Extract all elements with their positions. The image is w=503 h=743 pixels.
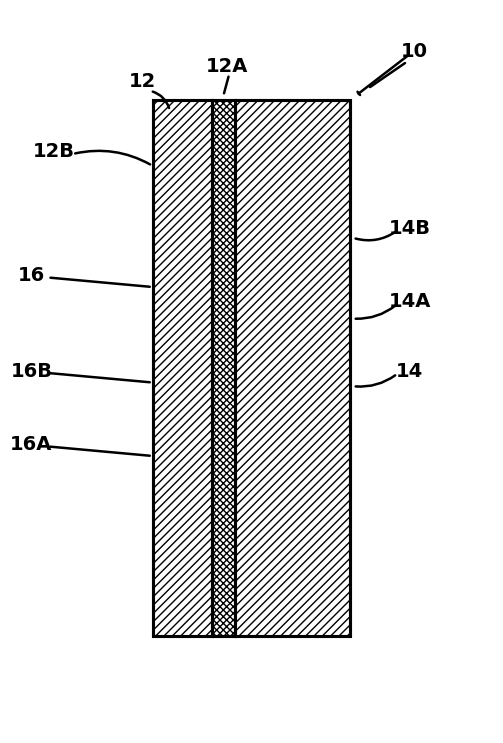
Bar: [152, 100, 212, 636]
Text: 14: 14: [396, 362, 424, 381]
Text: 10: 10: [401, 42, 428, 62]
Text: 16B: 16B: [11, 362, 52, 381]
Text: 12A: 12A: [206, 57, 248, 76]
Bar: [152, 100, 351, 636]
Text: 12B: 12B: [33, 142, 74, 160]
Text: 12: 12: [129, 72, 156, 91]
Bar: [212, 100, 235, 636]
Text: 14B: 14B: [389, 218, 431, 238]
Text: 14A: 14A: [389, 292, 431, 311]
Text: 16: 16: [18, 267, 45, 285]
Bar: [235, 100, 351, 636]
Text: 16A: 16A: [10, 435, 52, 455]
